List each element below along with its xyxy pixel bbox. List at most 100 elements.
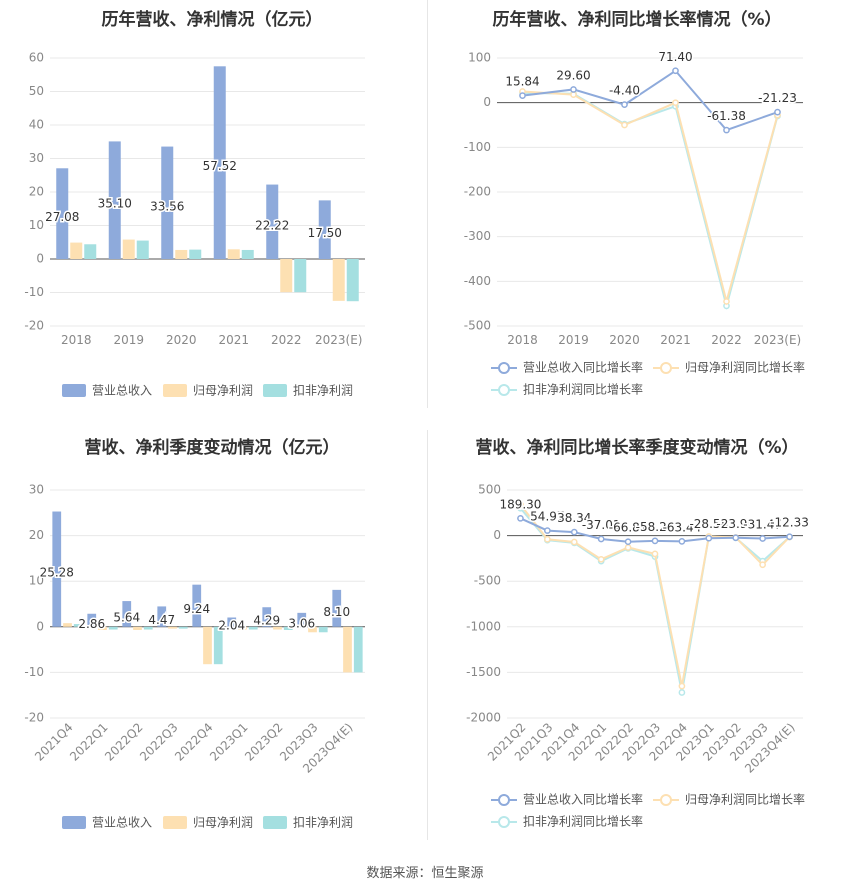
legend-marker: [498, 794, 510, 806]
legend-label: 扣非净利润同比增长率: [523, 382, 643, 397]
data-label: -63.44: [663, 520, 702, 534]
data-label: 33.56: [150, 199, 184, 213]
y-tick-label: 0: [493, 528, 501, 542]
bar-deducted-net-profit: [84, 244, 97, 259]
y-tick-label: -500: [464, 319, 491, 333]
bar-revenue: [52, 511, 62, 627]
point-net-profit-growth: [723, 298, 730, 305]
bar-net-profit: [343, 626, 352, 673]
y-tick-label: -20: [24, 711, 44, 725]
bar-net-profit: [168, 626, 177, 629]
bar-revenue: [213, 66, 226, 259]
point-net-profit-growth: [570, 538, 578, 546]
data-label: 57.52: [203, 159, 237, 173]
legend-swatch: [163, 816, 187, 829]
x-tick-label: 2020: [166, 333, 197, 347]
legend-marker: [498, 362, 510, 374]
panel-divider-top: [427, 0, 428, 408]
legend-swatch: [62, 816, 86, 829]
bar-revenue: [87, 613, 97, 627]
panel-divider-bottom: [427, 430, 428, 840]
data-label: 71.40: [658, 50, 692, 64]
point-net-profit-growth: [621, 121, 628, 129]
data-label: 38.34: [557, 511, 591, 525]
y-tick-label: -500: [474, 574, 501, 588]
bar-revenue: [266, 184, 279, 259]
bar-net-profit: [332, 259, 345, 301]
chart-title: 营收、净利季度变动情况（亿元）: [85, 437, 340, 458]
y-tick-label: 30: [29, 483, 44, 497]
data-label: 2.86: [78, 617, 105, 631]
data-label: 8.10: [323, 605, 350, 619]
bar-net-profit: [203, 626, 212, 665]
x-tick-label: 2022: [711, 333, 742, 347]
bar-deducted-net-profit: [241, 249, 254, 259]
legend-label: 归母净利润: [193, 816, 253, 830]
legend-label: 扣非净利润同比增长率: [523, 814, 643, 829]
bar-revenue: [262, 607, 272, 627]
line-net-profit-growth: [522, 90, 779, 306]
point-revenue-growth: [774, 108, 781, 116]
bar-net-profit: [308, 626, 317, 633]
point-revenue-growth: [705, 534, 713, 542]
bar-deducted-net-profit: [318, 626, 328, 633]
legend-label: 营业总收入: [92, 384, 152, 398]
point-revenue-growth: [544, 527, 551, 534]
bar-revenue: [108, 141, 121, 259]
point-net-profit-growth: [570, 91, 577, 98]
data-label: -31.47: [743, 517, 782, 531]
bar-revenue: [227, 617, 237, 627]
legend-label: 营业总收入: [92, 816, 152, 830]
bar-net-profit: [63, 623, 72, 627]
y-tick-label: 0: [483, 95, 491, 109]
point-revenue-growth: [624, 538, 632, 546]
bar-revenue: [318, 200, 331, 259]
point-deducted-growth: [678, 689, 686, 696]
bar-net-profit: [175, 249, 188, 259]
legend-swatch: [263, 384, 287, 397]
point-net-profit-growth: [651, 550, 659, 558]
point-revenue-growth: [723, 126, 730, 134]
y-tick-label: -10: [24, 285, 44, 299]
y-tick-label: -200: [464, 185, 491, 199]
point-revenue-growth: [570, 528, 578, 536]
bar-deducted-net-profit: [248, 626, 258, 630]
bar-deducted-net-profit: [213, 626, 223, 665]
legend-label: 归母净利润同比增长率: [685, 792, 805, 807]
legend-marker: [498, 816, 510, 828]
y-tick-label: -1000: [466, 619, 501, 633]
bar-deducted-net-profit: [178, 626, 188, 629]
x-tick-label: 2020: [609, 333, 640, 347]
data-label: 5.64: [113, 610, 140, 624]
point-revenue-growth: [597, 535, 605, 543]
legend-label: 扣非净利润: [293, 384, 353, 398]
legend-swatch: [62, 384, 86, 397]
bar-deducted-net-profit: [353, 626, 363, 673]
bar-revenue: [297, 612, 307, 627]
x-tick-label: 2019: [558, 333, 589, 347]
point-net-profit-growth: [759, 561, 766, 569]
legend-swatch: [263, 816, 287, 829]
data-label: 27.08: [45, 210, 79, 224]
y-tick-label: -100: [464, 140, 491, 154]
bar-deducted-net-profit: [283, 626, 293, 630]
chart-panel-quarterly-growth-rate: 营收、净利同比增长率季度变动情况（%） -2000 -1500 -1000 -500 0 5…: [425, 430, 850, 860]
data-source-label: 数据来源：恒生聚源: [366, 866, 484, 881]
point-revenue-growth: [517, 514, 524, 522]
data-label: 15.84: [505, 75, 539, 89]
x-tick-label: 2023(E): [315, 333, 362, 347]
data-label: 22.22: [255, 218, 289, 232]
data-label: -37.01: [582, 518, 621, 532]
data-label: -23.96: [716, 517, 755, 531]
legend-marker: [660, 362, 672, 374]
data-label: -28.58: [689, 517, 728, 531]
x-tick-label: 2021: [218, 333, 249, 347]
bar-revenue: [192, 584, 202, 627]
chart-quarterly-revenue-profit: 营收、净利季度变动情况（亿元）-20-1001020302021Q42022Q1…: [24, 437, 365, 830]
bar-deducted-net-profit: [189, 249, 202, 259]
bar-deducted-net-profit: [143, 626, 153, 630]
point-net-profit-growth: [624, 544, 632, 551]
point-net-profit-growth: [672, 99, 679, 107]
y-tick-label: 10: [29, 574, 44, 588]
chart-panel-quarterly-revenue-profit: 营收、净利季度变动情况（亿元） -20 -10 0 10 20 30 2021Q4 2022Q1…: [0, 430, 425, 860]
